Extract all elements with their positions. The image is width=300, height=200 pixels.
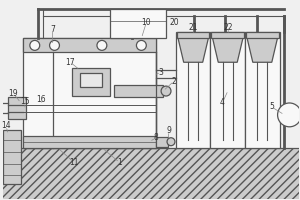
Text: 7: 7	[50, 25, 55, 34]
Bar	[23, 38, 156, 148]
Bar	[177, 32, 209, 38]
Text: 10: 10	[142, 18, 151, 27]
Text: 20: 20	[169, 18, 179, 27]
Text: 4: 4	[220, 98, 225, 107]
Circle shape	[50, 40, 59, 50]
Text: 5: 5	[269, 102, 274, 111]
Bar	[72, 68, 110, 96]
Bar	[114, 85, 163, 97]
Circle shape	[136, 40, 146, 50]
Bar	[211, 32, 245, 148]
Bar	[245, 32, 280, 148]
Text: 15: 15	[20, 97, 30, 106]
Bar	[3, 130, 21, 184]
Text: 11: 11	[70, 158, 79, 167]
Circle shape	[167, 138, 175, 146]
Bar	[23, 38, 156, 52]
Text: 21: 21	[189, 23, 198, 32]
Bar	[212, 32, 244, 38]
Bar	[110, 9, 166, 38]
Bar	[176, 32, 211, 148]
Bar	[23, 136, 156, 148]
Polygon shape	[246, 33, 279, 62]
Bar	[8, 97, 26, 119]
Circle shape	[30, 40, 40, 50]
Circle shape	[97, 40, 107, 50]
Text: 9: 9	[167, 126, 171, 135]
Text: 3: 3	[159, 68, 164, 77]
Bar	[156, 137, 168, 147]
Text: 8: 8	[154, 133, 159, 142]
Polygon shape	[177, 33, 209, 62]
Text: 17: 17	[65, 58, 75, 67]
Text: 16: 16	[36, 95, 46, 104]
Bar	[246, 32, 279, 38]
Bar	[80, 73, 102, 87]
Text: 14: 14	[1, 121, 11, 130]
Text: 22: 22	[224, 23, 233, 32]
Text: 19: 19	[8, 89, 18, 98]
Polygon shape	[212, 33, 244, 62]
Circle shape	[161, 86, 171, 96]
Bar	[3, 148, 299, 199]
Text: 1: 1	[117, 158, 122, 167]
Circle shape	[278, 103, 300, 127]
Text: 2: 2	[172, 77, 176, 86]
